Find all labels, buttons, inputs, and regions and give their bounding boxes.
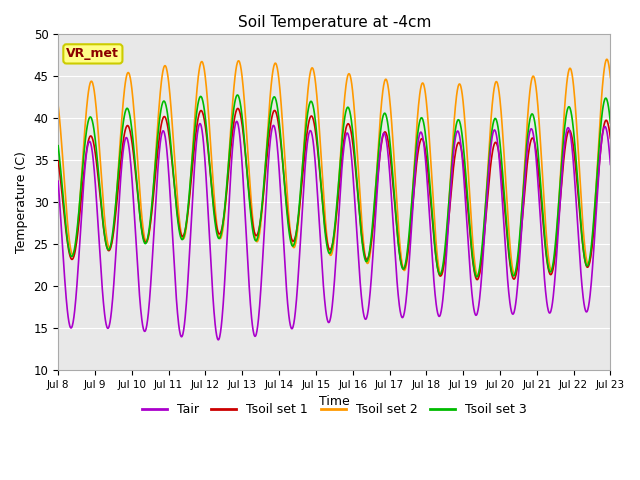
Text: VR_met: VR_met [67, 48, 119, 60]
Legend: Tair, Tsoil set 1, Tsoil set 2, Tsoil set 3: Tair, Tsoil set 1, Tsoil set 2, Tsoil se… [137, 398, 532, 421]
X-axis label: Time: Time [319, 396, 349, 408]
Y-axis label: Temperature (C): Temperature (C) [15, 151, 28, 253]
Title: Soil Temperature at -4cm: Soil Temperature at -4cm [237, 15, 431, 30]
